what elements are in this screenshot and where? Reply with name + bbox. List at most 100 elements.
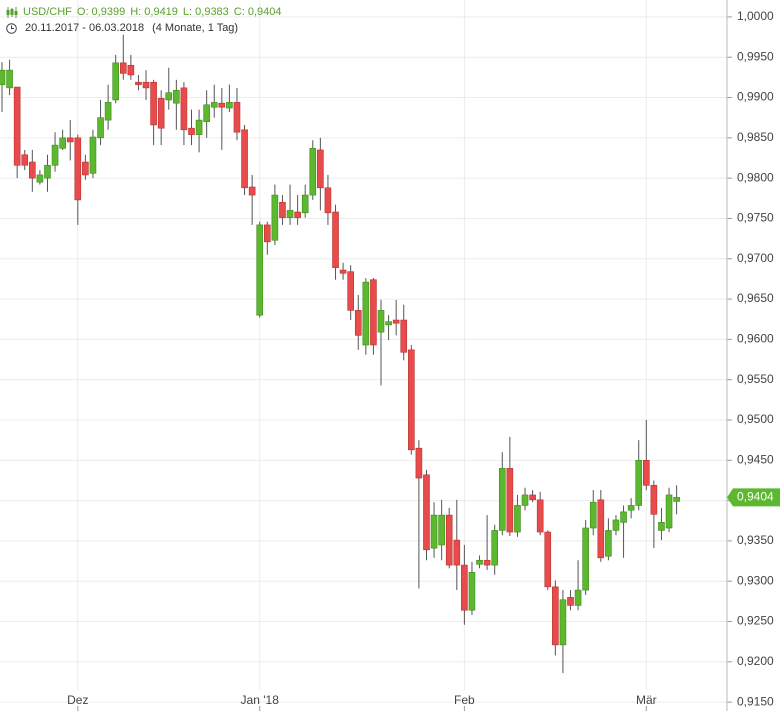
candle-body [665, 494, 673, 529]
candle-body [150, 81, 157, 126]
candle-body [362, 281, 370, 346]
y-tick-label: 0,9200 [737, 654, 774, 668]
candle-body [438, 514, 445, 546]
y-tick-label: 0,9850 [737, 130, 774, 144]
candle-body [392, 319, 400, 324]
candle-body [574, 589, 582, 606]
candle-body [582, 527, 589, 591]
clock-icon [6, 23, 17, 34]
candle-body [620, 511, 627, 523]
candle-body [498, 468, 506, 531]
candle-body [559, 599, 567, 646]
candle-body [127, 64, 135, 76]
candle-body [529, 494, 536, 501]
candle-body [514, 505, 521, 533]
header-line: 20.11.2017 - 06.03.2018 (4 Monate, 1 Tag… [6, 21, 282, 36]
candle-body [521, 494, 529, 506]
y-tick-label: 0,9900 [737, 90, 774, 104]
candle-body [135, 81, 142, 85]
candle-body [544, 531, 552, 588]
candle-body [36, 174, 44, 183]
candle-body [104, 102, 112, 121]
candle-body [13, 86, 21, 166]
x-tick-label: Jan '18 [241, 693, 280, 707]
ohlc-value: O: 0,9399 [76, 6, 126, 18]
x-tick-label: Feb [454, 693, 475, 707]
candle-body [605, 530, 612, 557]
candle-body [279, 202, 286, 218]
candle-body [157, 98, 165, 129]
candle-body [6, 69, 13, 89]
candle-body [332, 211, 339, 268]
candle-body [195, 119, 203, 135]
candle-body [309, 148, 317, 196]
candle-body [51, 144, 59, 166]
x-tick-label: Mär [636, 693, 657, 707]
candle-body [339, 269, 347, 274]
y-tick-label: 0,9250 [737, 614, 774, 628]
candle-body [180, 87, 188, 131]
candle-body [271, 194, 279, 241]
y-tick-label: 0,9550 [737, 372, 774, 386]
candle-body [400, 319, 408, 353]
candle-body [461, 564, 468, 611]
candle-body [673, 497, 680, 502]
candle-body [468, 572, 476, 611]
candle-body [44, 164, 51, 179]
y-tick-label: 0,9500 [737, 412, 774, 426]
y-tick-label: 0,9750 [737, 211, 774, 225]
candle-body [66, 137, 74, 143]
candle-body [97, 117, 104, 139]
candle-body [423, 474, 430, 551]
candle-body [415, 447, 423, 479]
y-tick-label: 0,9800 [737, 170, 774, 184]
x-tick-label: Dez [67, 693, 88, 707]
candle-body [491, 530, 499, 566]
candle-body [241, 129, 248, 189]
y-tick-label: 0,9700 [737, 251, 774, 265]
candle-body [233, 102, 241, 133]
candle-body [635, 459, 643, 506]
y-tick-label: 0,9300 [737, 573, 774, 587]
symbol: USD/CHF [23, 6, 72, 18]
candle-body [445, 514, 453, 566]
candle-body [286, 210, 294, 218]
ohlc-value: C: 0,9404 [233, 6, 282, 18]
candle-body [210, 102, 218, 108]
ohlc-value: L: 0,9383 [182, 6, 229, 18]
candle-body [173, 89, 180, 104]
candle-body [301, 194, 309, 214]
candle-body [589, 501, 597, 529]
date-range: 20.11.2017 - 06.03.2018 [25, 22, 145, 34]
candle-body [248, 186, 256, 196]
y-tick-label: 0,9600 [737, 332, 774, 346]
candle-body [453, 539, 461, 566]
candle-body [294, 211, 301, 218]
candle-body [59, 137, 66, 149]
candle-body [612, 519, 620, 531]
candle-body [119, 62, 127, 74]
candle-body [0, 69, 6, 85]
y-tick-label: 0,9150 [737, 694, 774, 708]
candle-body [112, 62, 119, 101]
candle-body [188, 127, 195, 135]
candle-body [347, 271, 354, 311]
last-price-tag [727, 488, 780, 507]
candle-body [408, 349, 415, 451]
candle-body [597, 499, 605, 559]
candle-body [370, 279, 377, 346]
candle-body [567, 597, 574, 606]
period: (4 Monate, 1 Tag) [152, 22, 239, 34]
candle-body [29, 161, 36, 179]
candle-body [82, 161, 89, 176]
candle-body [650, 484, 658, 515]
candle-body [21, 154, 29, 166]
candle-body [263, 224, 271, 243]
y-tick-label: 0,9650 [737, 291, 774, 305]
candle-icon [6, 7, 18, 18]
y-tick-label: 0,9350 [737, 533, 774, 547]
candle-body [536, 499, 544, 533]
candle-body [74, 137, 82, 201]
